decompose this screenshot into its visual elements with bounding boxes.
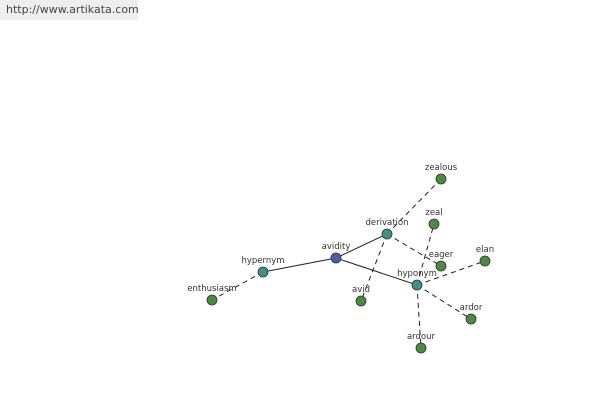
edge bbox=[386, 178, 442, 235]
edge bbox=[386, 233, 442, 267]
edge bbox=[211, 271, 264, 301]
edge bbox=[335, 257, 418, 286]
node bbox=[330, 252, 342, 264]
node-label: zealous bbox=[425, 163, 458, 173]
node bbox=[381, 228, 393, 240]
node-label: ardor bbox=[460, 303, 483, 313]
node bbox=[465, 313, 477, 325]
node bbox=[435, 260, 447, 272]
node-label: derivation bbox=[365, 218, 408, 228]
site-link[interactable]: http://www.artikata.com bbox=[0, 0, 139, 20]
node-label: hyponym bbox=[397, 269, 437, 279]
node-label: avidity bbox=[322, 242, 351, 252]
node-label: hypernym bbox=[241, 256, 284, 266]
node-label: enthusiasm bbox=[187, 284, 236, 294]
node bbox=[206, 294, 218, 306]
edge bbox=[416, 223, 435, 286]
edge bbox=[416, 260, 486, 286]
edge bbox=[360, 233, 388, 302]
node-label: ardour bbox=[407, 332, 436, 342]
edge bbox=[416, 284, 472, 320]
node bbox=[479, 255, 491, 267]
edge bbox=[335, 233, 388, 259]
node-label: avid bbox=[352, 285, 370, 295]
node bbox=[415, 342, 427, 354]
edge bbox=[262, 257, 337, 273]
edges bbox=[211, 178, 486, 349]
node-label: elan bbox=[476, 245, 494, 255]
node bbox=[257, 266, 269, 278]
node-label: eager bbox=[429, 250, 454, 260]
node bbox=[435, 173, 447, 185]
edge bbox=[416, 284, 422, 349]
nodes: avidity derivation hypernym hyponym zealous z… bbox=[187, 163, 494, 354]
node bbox=[355, 295, 367, 307]
node-label: zeal bbox=[425, 208, 442, 218]
node bbox=[411, 279, 423, 291]
node bbox=[428, 218, 440, 230]
